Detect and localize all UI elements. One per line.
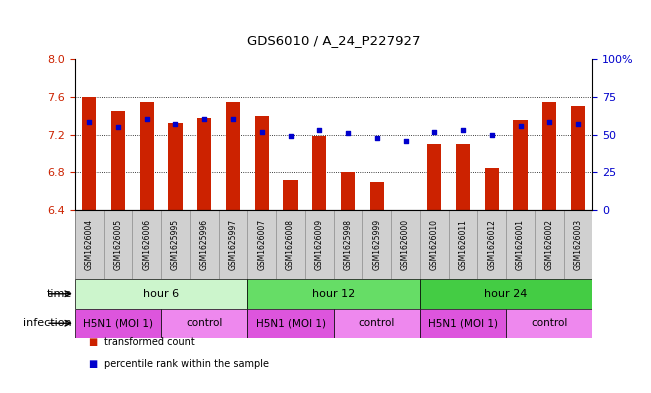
Bar	[341, 173, 355, 210]
Point	[486, 131, 497, 138]
Point	[343, 130, 353, 136]
Text: GSM1626003: GSM1626003	[574, 219, 583, 270]
Text: GSM1626011: GSM1626011	[458, 219, 467, 270]
Bar	[283, 180, 298, 210]
Text: hour 24: hour 24	[484, 289, 528, 299]
Bar	[276, 210, 305, 279]
Bar	[564, 210, 592, 279]
Bar	[571, 106, 585, 210]
Bar	[370, 182, 384, 210]
Bar	[506, 309, 592, 338]
Bar	[219, 210, 247, 279]
Bar	[75, 309, 161, 338]
Text: percentile rank within the sample: percentile rank within the sample	[104, 358, 269, 369]
Text: GSM1626009: GSM1626009	[315, 219, 324, 270]
Text: GSM1625995: GSM1625995	[171, 219, 180, 270]
Bar	[305, 210, 333, 279]
Bar	[161, 309, 247, 338]
Point	[113, 124, 123, 130]
Bar	[420, 309, 506, 338]
Bar	[161, 210, 190, 279]
Bar	[333, 210, 363, 279]
Bar	[363, 210, 391, 279]
Text: GSM1626008: GSM1626008	[286, 219, 295, 270]
Point	[544, 119, 555, 126]
Point	[372, 134, 382, 141]
Bar	[247, 279, 420, 309]
Text: GDS6010 / A_24_P227927: GDS6010 / A_24_P227927	[247, 34, 421, 47]
Text: H5N1 (MOI 1): H5N1 (MOI 1)	[255, 318, 326, 328]
Bar	[104, 210, 132, 279]
Bar	[391, 210, 420, 279]
Bar	[542, 101, 557, 210]
Text: transformed count: transformed count	[104, 337, 195, 347]
Text: GSM1625998: GSM1625998	[344, 219, 352, 270]
Point	[171, 121, 181, 127]
Bar	[75, 279, 247, 309]
Text: control: control	[531, 318, 568, 328]
Text: infection: infection	[23, 318, 72, 328]
Text: control: control	[359, 318, 395, 328]
Point	[84, 119, 94, 126]
Bar	[247, 210, 276, 279]
Bar	[132, 210, 161, 279]
Text: GSM1626007: GSM1626007	[257, 219, 266, 270]
Text: GSM1626010: GSM1626010	[430, 219, 439, 270]
Point	[199, 116, 210, 123]
Bar	[255, 116, 269, 210]
Point	[314, 127, 324, 133]
Text: GSM1626002: GSM1626002	[545, 219, 554, 270]
Bar	[247, 309, 333, 338]
Text: hour 6: hour 6	[143, 289, 179, 299]
Text: ■: ■	[88, 358, 97, 369]
Bar	[514, 120, 528, 210]
Text: GSM1626006: GSM1626006	[143, 219, 151, 270]
Point	[516, 122, 526, 129]
Point	[228, 116, 238, 123]
Bar	[449, 210, 477, 279]
Bar	[456, 144, 470, 210]
Bar	[111, 111, 125, 210]
Text: GSM1625999: GSM1625999	[372, 219, 381, 270]
Text: GSM1626005: GSM1626005	[113, 219, 122, 270]
Bar	[427, 144, 441, 210]
Text: GSM1625996: GSM1625996	[200, 219, 209, 270]
Bar	[82, 97, 96, 210]
Point	[458, 127, 468, 133]
Bar	[333, 309, 420, 338]
Point	[573, 121, 583, 127]
Text: H5N1 (MOI 1): H5N1 (MOI 1)	[83, 318, 153, 328]
Point	[141, 116, 152, 123]
Bar	[139, 101, 154, 210]
Point	[400, 138, 411, 144]
Text: control: control	[186, 318, 223, 328]
Text: ■: ■	[88, 337, 97, 347]
Text: GSM1626001: GSM1626001	[516, 219, 525, 270]
Bar	[75, 210, 104, 279]
Point	[285, 133, 296, 139]
Point	[256, 129, 267, 135]
Bar	[169, 123, 183, 210]
Bar	[420, 210, 449, 279]
Bar	[190, 210, 219, 279]
Text: GSM1625997: GSM1625997	[229, 219, 238, 270]
Point	[429, 129, 439, 135]
Text: time: time	[46, 289, 72, 299]
Text: GSM1626012: GSM1626012	[488, 219, 496, 270]
Text: GSM1626004: GSM1626004	[85, 219, 94, 270]
Bar	[420, 279, 592, 309]
Bar	[226, 101, 240, 210]
Text: hour 12: hour 12	[312, 289, 355, 299]
Text: H5N1 (MOI 1): H5N1 (MOI 1)	[428, 318, 498, 328]
Text: GSM1626000: GSM1626000	[401, 219, 410, 270]
Bar	[197, 118, 212, 210]
Bar	[535, 210, 564, 279]
Bar	[484, 168, 499, 210]
Bar	[312, 136, 326, 210]
Bar	[506, 210, 535, 279]
Bar	[477, 210, 506, 279]
